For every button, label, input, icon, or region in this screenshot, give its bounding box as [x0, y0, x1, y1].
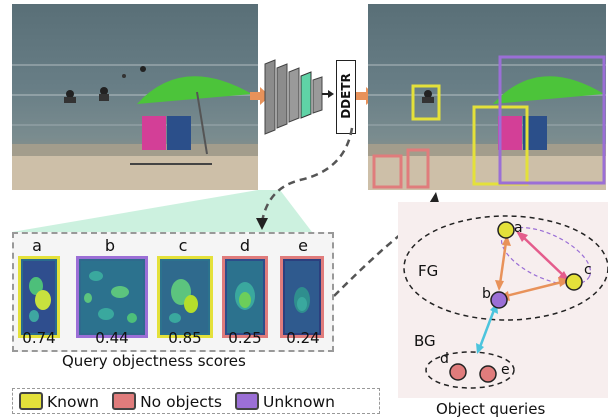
query-node-a [497, 221, 515, 239]
network-layer-1 [264, 59, 276, 135]
query-score-a: 0.74 [22, 329, 56, 347]
query-highlight-trapezoid [12, 190, 312, 232]
objectness-map-b [76, 256, 148, 338]
object-queries-diagram [403, 215, 608, 389]
node-label-c: c [584, 262, 592, 278]
legend-known-swatch [19, 392, 43, 410]
objectness-map-e [280, 256, 324, 338]
objectness-map-d [222, 256, 268, 338]
query-letter-b: b [104, 236, 116, 255]
no-object-box-1 [372, 154, 403, 189]
node-label-b: b [482, 286, 491, 302]
query-node-e [479, 365, 497, 383]
query-node-d [449, 363, 467, 381]
node-label-a: a [514, 220, 523, 236]
network-layer-4 [300, 71, 312, 119]
legend-no-objects-swatch [112, 392, 137, 410]
query-score-d: 0.25 [228, 329, 262, 347]
scores-caption: Query objectness scores [62, 352, 246, 370]
arrow-b-c [505, 280, 563, 298]
network-layer-5 [312, 76, 323, 114]
arrow-a-b [498, 241, 508, 285]
ddetr-label-box: DDETR [336, 60, 356, 134]
query-letter-d: d [239, 236, 251, 255]
query-score-e: 0.24 [286, 329, 320, 347]
input-image [12, 4, 258, 190]
query-letter-c: c [178, 236, 188, 255]
arrow-b-bg [478, 309, 496, 348]
no-object-box-2 [406, 148, 430, 189]
object-queries-caption: Object queries [436, 400, 546, 418]
network-layer-3 [288, 67, 300, 123]
legend-no-objects-label: No objects [140, 393, 222, 411]
legend-unknown-swatch [235, 392, 260, 410]
bg-cluster [425, 351, 515, 389]
output-image [368, 4, 606, 190]
legend-no-objects: No objects [112, 392, 222, 411]
network-layer-2 [276, 63, 288, 129]
node-label-e: e [501, 362, 510, 378]
query-node-c [565, 273, 583, 291]
unknown-box [498, 55, 606, 185]
known-box-1 [411, 84, 441, 121]
bg-label: BG [414, 332, 436, 350]
objectness-map-c [157, 256, 213, 338]
fg-label: FG [418, 262, 439, 280]
legend: Known No objects Unknown [12, 388, 380, 414]
objectness-map-a [18, 256, 60, 338]
arrow-a-c [521, 235, 565, 277]
query-node-b [490, 291, 508, 309]
dashed-arrow-to-scores [260, 127, 354, 223]
network-diagram [264, 59, 334, 135]
query-letter-a: a [32, 236, 42, 255]
legend-unknown-label: Unknown [263, 393, 335, 411]
query-letter-e: e [298, 236, 308, 255]
query-score-b: 0.44 [95, 329, 129, 347]
query-score-c: 0.85 [168, 329, 202, 347]
node-label-d: d [440, 351, 449, 367]
fg-cluster [403, 215, 608, 321]
legend-known: Known [19, 392, 99, 411]
legend-known-label: Known [47, 393, 99, 411]
legend-unknown: Unknown [235, 392, 335, 411]
